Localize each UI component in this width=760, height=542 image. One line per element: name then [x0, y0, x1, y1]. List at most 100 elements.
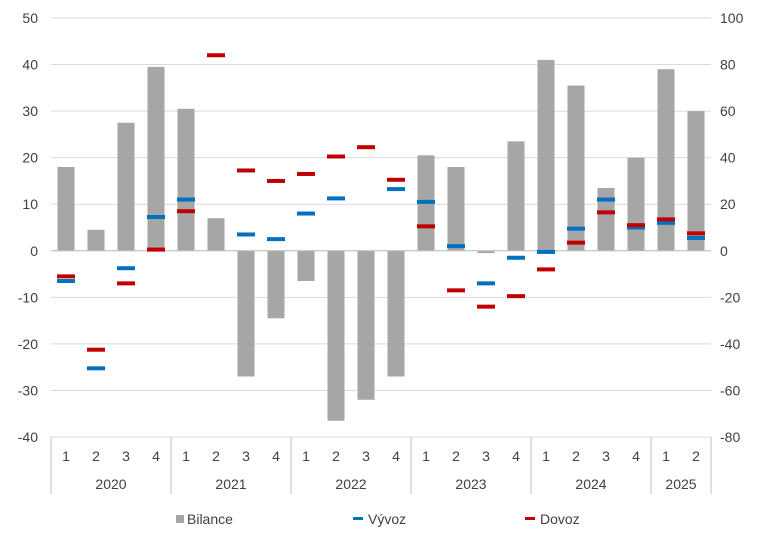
- dovoz-marker: [417, 224, 435, 229]
- bilance-bar: [357, 250, 375, 400]
- right-tick-label: -20: [720, 289, 740, 305]
- year-label: 2025: [665, 476, 696, 492]
- bilance-bar: [507, 141, 525, 251]
- left-tick-label: 20: [22, 150, 38, 166]
- legend-label: Vývoz: [368, 511, 406, 527]
- left-tick-label: -20: [18, 336, 38, 352]
- bilance-bar: [177, 108, 195, 251]
- vyvoz-marker: [117, 266, 135, 271]
- vyvoz-marker: [597, 197, 615, 202]
- dovoz-marker: [537, 267, 555, 272]
- dovoz-marker: [387, 177, 405, 182]
- bilance-bar: [537, 59, 555, 251]
- category-label: 3: [362, 448, 370, 464]
- vyvoz-marker: [477, 281, 495, 286]
- vyvoz-marker: [87, 366, 105, 371]
- vyvoz-marker: [627, 225, 645, 230]
- bilance-bar: [237, 250, 255, 377]
- vyvoz-marker: [177, 197, 195, 202]
- dovoz-marker: [447, 288, 465, 293]
- right-tick-label: 0: [720, 243, 728, 259]
- bilance-bars: [57, 59, 705, 421]
- bilance-bar: [657, 69, 675, 251]
- year-label: 2024: [575, 476, 606, 492]
- left-tick-label: 50: [22, 10, 38, 26]
- dovoz-marker: [207, 53, 225, 58]
- vyvoz-marker: [387, 187, 405, 192]
- dovoz-marker: [687, 231, 705, 236]
- left-tick-label: -10: [18, 289, 38, 305]
- vyvoz-marker: [327, 196, 345, 201]
- left-tick-label: 0: [30, 243, 38, 259]
- year-label: 2023: [455, 476, 486, 492]
- category-label: 3: [242, 448, 250, 464]
- category-label: 2: [212, 448, 220, 464]
- legend-label: Dovoz: [540, 511, 580, 527]
- bilance-bar: [387, 250, 405, 377]
- bilance-bar: [477, 250, 495, 254]
- legend-label: Bilance: [187, 511, 233, 527]
- vyvoz-marker: [447, 244, 465, 249]
- vyvoz-marker: [417, 199, 435, 204]
- bilance-bar: [87, 229, 105, 251]
- category-label: 1: [662, 448, 670, 464]
- category-label: 1: [542, 448, 550, 464]
- category-label: 4: [152, 448, 160, 464]
- dovoz-marker: [237, 168, 255, 173]
- bilance-bar: [567, 85, 585, 251]
- dovoz-marker: [357, 145, 375, 150]
- category-label: 1: [62, 448, 70, 464]
- bilance-bar: [207, 218, 225, 251]
- category-label: 4: [272, 448, 280, 464]
- dovoz-marker: [267, 178, 285, 183]
- year-label: 2022: [335, 476, 366, 492]
- right-tick-label: -40: [720, 336, 740, 352]
- category-label: 1: [302, 448, 310, 464]
- bilance-bar: [327, 250, 345, 421]
- dovoz-marker: [177, 209, 195, 214]
- left-axis-ticks: 50 40 30 20 10 0 -10 -20 -30 -40: [18, 10, 38, 445]
- vyvoz-marker: [687, 235, 705, 240]
- category-label: 3: [482, 448, 490, 464]
- dovoz-marker: [57, 274, 75, 279]
- dovoz-marker: [147, 247, 165, 252]
- vyvoz-legend-swatch: [353, 517, 363, 520]
- legend: Bilance Vývoz Dovoz: [176, 511, 580, 527]
- bilance-bar: [117, 122, 135, 251]
- right-tick-label: 40: [720, 150, 736, 166]
- bilance-bar: [597, 187, 615, 251]
- category-label: 2: [452, 448, 460, 464]
- dovoz-marker: [327, 154, 345, 159]
- bilance-bar: [297, 250, 315, 282]
- dovoz-legend-swatch: [525, 517, 535, 520]
- left-tick-label: 30: [22, 103, 38, 119]
- right-tick-label: -80: [720, 429, 740, 445]
- bilance-bar: [687, 111, 705, 251]
- dovoz-markers: [57, 53, 705, 352]
- bilance-bar: [57, 166, 75, 251]
- vyvoz-marker: [657, 220, 675, 225]
- category-label: 4: [512, 448, 520, 464]
- vyvoz-marker: [267, 237, 285, 242]
- dovoz-marker: [657, 217, 675, 222]
- left-tick-label: -40: [18, 429, 38, 445]
- bilance-bar: [267, 250, 285, 319]
- category-label: 1: [182, 448, 190, 464]
- x-axis: 1 2 3 4 1 2 3 4 1 2 3 4 1 2 3 4 1 2 3 4 1 2 2020 2021 2022 2023 20…: [50, 437, 712, 494]
- category-label: 2: [572, 448, 580, 464]
- bilance-legend-swatch: [176, 515, 184, 523]
- bilance-bar: [147, 66, 165, 251]
- dovoz-marker: [627, 223, 645, 228]
- category-label: 4: [392, 448, 400, 464]
- category-label: 3: [602, 448, 610, 464]
- category-label: 2: [692, 448, 700, 464]
- left-tick-label: 40: [22, 57, 38, 73]
- bilance-bar: [627, 157, 645, 251]
- vyvoz-marker: [567, 226, 585, 231]
- right-tick-label: 20: [720, 196, 736, 212]
- dovoz-marker: [597, 210, 615, 215]
- bilance-bar: [447, 166, 465, 251]
- left-tick-label: 10: [22, 196, 38, 212]
- vyvoz-markers: [57, 187, 705, 371]
